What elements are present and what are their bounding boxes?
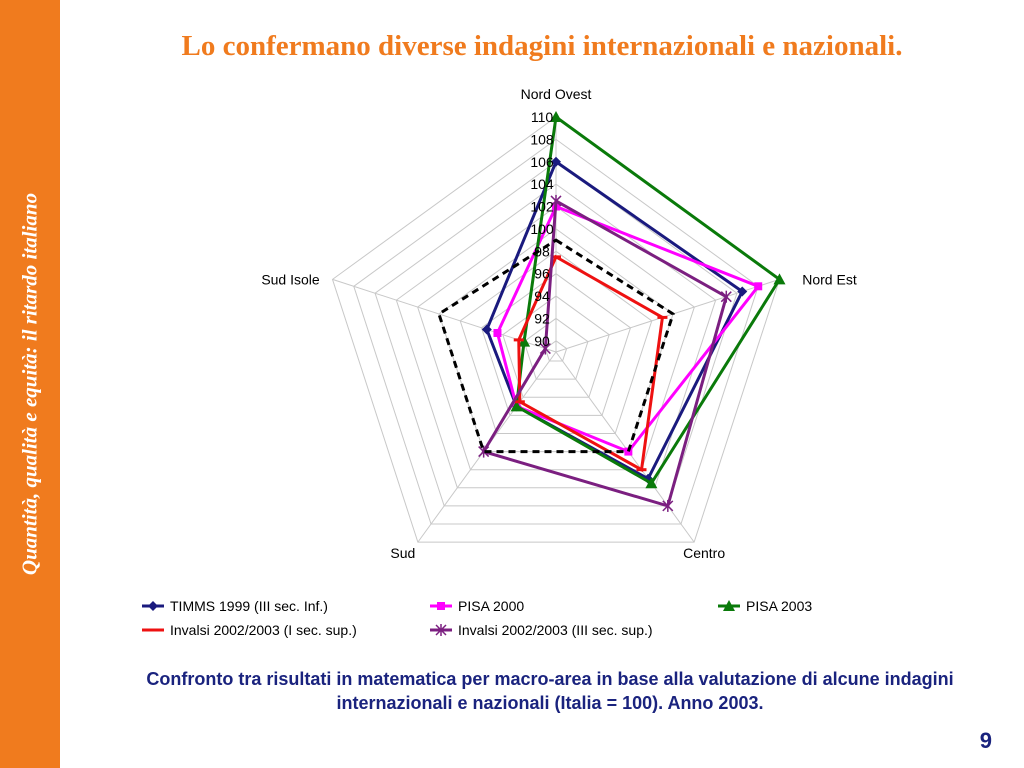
data-point <box>518 335 531 347</box>
data-point <box>551 156 561 167</box>
page-number: 9 <box>979 728 992 753</box>
data-point <box>510 400 523 412</box>
data-point <box>645 477 658 489</box>
tick-label: 90 <box>534 333 550 349</box>
legend-label: PISA 2000 <box>458 598 524 614</box>
radial-tick-labels: 90 92 94 96 98 100 102 104 106 108 110 <box>530 109 554 349</box>
grid-ring <box>417 205 695 471</box>
legend-label: Invalsi 2002/2003 (I sec. sup.) <box>170 622 357 638</box>
data-point <box>624 447 633 456</box>
data-point <box>435 624 447 636</box>
axis-label: Sud Isole <box>261 271 320 287</box>
caption-line-1: Confronto tra risultati in matematica pe… <box>146 669 954 689</box>
slide-title: Lo confermano diverse indagini internazi… <box>181 30 903 62</box>
grid-ring <box>374 161 738 507</box>
legend-item: PISA 2003 <box>718 598 812 614</box>
data-point <box>550 194 562 207</box>
tick-label: 106 <box>530 154 554 170</box>
data-point <box>550 111 562 122</box>
tick-label: 102 <box>530 199 554 215</box>
series-line <box>514 114 782 486</box>
grid-ring <box>395 183 717 489</box>
data-point <box>148 601 158 611</box>
series-4 <box>478 194 732 512</box>
tick-label: 100 <box>530 221 554 237</box>
grid-ring <box>438 228 674 453</box>
data-point <box>754 282 763 291</box>
legend-label: TIMMS 1999 (III sec. Inf.) <box>170 598 328 614</box>
grid-ring <box>523 317 589 380</box>
grid-spoke <box>555 351 695 543</box>
series-2 <box>510 111 786 489</box>
axis-label: Nord Ovest <box>521 86 592 102</box>
legend-item: Invalsi 2002/2003 (I sec. sup.) <box>142 622 357 638</box>
axis-label: Nord Est <box>802 271 857 287</box>
radar-grid <box>331 116 781 543</box>
series-line <box>495 204 761 454</box>
data-point <box>539 342 551 355</box>
legend-label: PISA 2003 <box>746 598 812 614</box>
radar-chart: 90 92 94 96 98 100 102 104 106 108 110 Nord Ovest No… <box>142 86 857 638</box>
tick-label: 98 <box>534 243 550 259</box>
series-line <box>481 198 729 508</box>
axis-label: Centro <box>683 545 725 561</box>
legend-label: Invalsi 2002/2003 (III sec. sup.) <box>458 622 653 638</box>
tick-label: 108 <box>530 131 554 147</box>
series-3 <box>513 254 668 473</box>
grid-ring <box>502 295 610 398</box>
tick-label: 92 <box>534 310 550 326</box>
sidebar-band: Quantità, qualità e equità: il ritardo i… <box>0 0 60 768</box>
data-point <box>478 445 490 458</box>
data-point <box>723 600 735 611</box>
grid-ring <box>353 138 759 525</box>
series-line <box>485 159 745 481</box>
data-point <box>720 290 732 303</box>
tick-label: 104 <box>530 176 554 192</box>
tick-label: 94 <box>534 288 550 304</box>
legend-item: Invalsi 2002/2003 (III sec. sup.) <box>430 622 653 638</box>
data-point <box>481 324 492 335</box>
data-point <box>737 286 748 297</box>
series-0 <box>481 156 748 484</box>
sidebar-title: Quantità, qualità e equità: il ritardo i… <box>17 192 42 576</box>
legend-item: PISA 2000 <box>430 598 524 614</box>
data-point <box>773 273 786 285</box>
legend-item: TIMMS 1999 (III sec. Inf.) <box>142 598 328 614</box>
caption-line-2: internazionali e nazionali (Italia = 100… <box>336 693 764 713</box>
grid-ring <box>459 250 653 434</box>
chart-legend: TIMMS 1999 (III sec. Inf.) PISA 2000 PISA … <box>142 598 812 638</box>
series-line <box>517 254 665 473</box>
data-point <box>437 602 445 610</box>
data-point <box>493 328 502 337</box>
chart-caption: Confronto tra risultati in matematica pe… <box>100 667 1000 715</box>
grid-ring <box>480 273 632 416</box>
data-point <box>662 499 674 512</box>
tick-label: 96 <box>534 266 550 282</box>
axis-label: Sud <box>390 545 415 561</box>
tick-label: 110 <box>531 109 554 125</box>
